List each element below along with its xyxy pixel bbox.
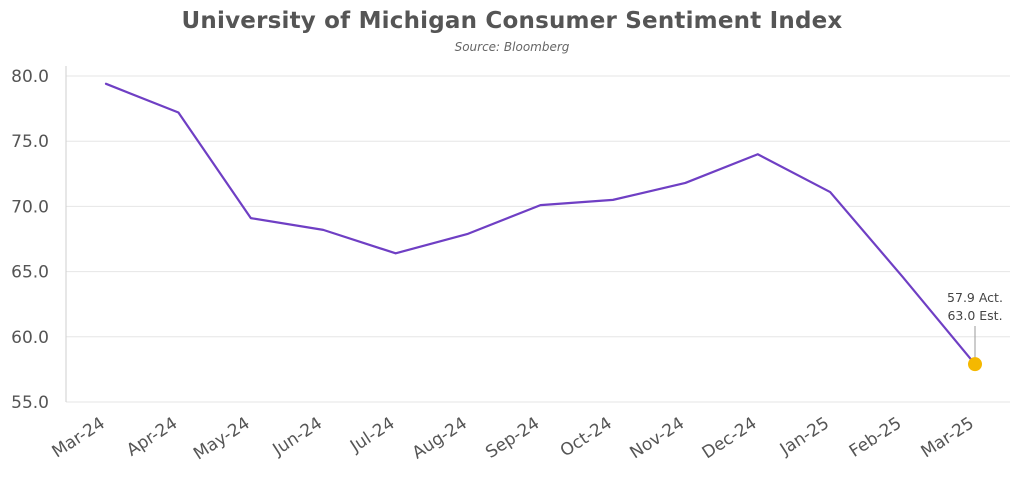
x-tick-label: Dec-24: [699, 413, 761, 463]
x-tick-label: Jan-25: [776, 413, 833, 460]
x-tick-label: Oct-24: [557, 413, 616, 461]
x-tick-label: May-24: [190, 413, 253, 464]
x-tick-label: Mar-24: [49, 413, 109, 462]
grid-lines: [66, 75, 1010, 403]
x-tick-label: Feb-25: [846, 413, 905, 461]
annotation: 57.9 Act. 63.0 Est.: [947, 290, 1003, 372]
x-tick-label: Jun-24: [269, 413, 326, 460]
y-tick-label: 80.0: [11, 67, 49, 87]
y-tick-label: 70.0: [11, 197, 49, 217]
x-tick-label: Jul-24: [346, 413, 398, 457]
chart-subtitle: Source: Bloomberg: [454, 40, 570, 54]
x-tick-label: Mar-25: [918, 413, 978, 462]
y-tick-label: 75.0: [11, 132, 49, 152]
y-axis: 55.0 60.0 65.0 70.0 75.0 80.0: [11, 66, 67, 413]
chart-title: University of Michigan Consumer Sentimen…: [181, 8, 843, 34]
x-axis: Mar-24 Apr-24 May-24 Jun-24 Jul-24 Aug-24 Sep-…: [49, 413, 978, 464]
annotation-label: 63.0 Est.: [947, 308, 1002, 323]
x-tick-label: Apr-24: [123, 413, 181, 460]
series-polyline: [104, 82, 977, 366]
series-line: [104, 82, 977, 366]
y-tick-label: 65.0: [11, 263, 49, 283]
x-tick-label: Sep-24: [482, 413, 543, 462]
x-tick-label: Aug-24: [409, 413, 471, 463]
annotation-label: 57.9 Act.: [947, 290, 1003, 305]
y-tick-label: 60.0: [11, 328, 49, 348]
x-tick-label: Nov-24: [626, 413, 688, 463]
y-tick-label: 55.0: [11, 393, 49, 413]
highlight-point: [968, 357, 982, 372]
